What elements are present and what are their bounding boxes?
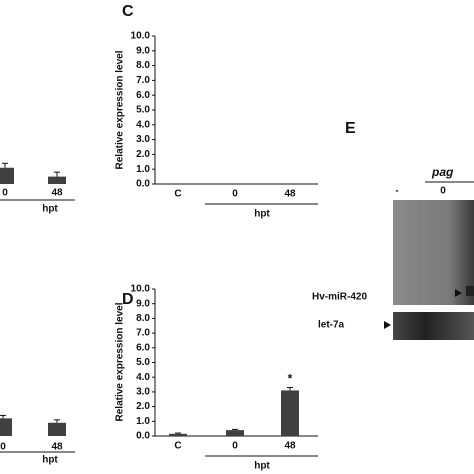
x-tick-label: C [174, 189, 181, 200]
lane-label: - [395, 186, 398, 197]
bar [226, 430, 244, 436]
x-tick-label: 48 [51, 188, 63, 199]
panel-letter: E [345, 120, 356, 137]
band-label: Hv-miR-420 [312, 292, 367, 303]
y-tick-label: 4.0 [136, 372, 150, 383]
y-tick-label: 3.0 [136, 134, 150, 145]
y-tick-label: 2.0 [136, 149, 150, 160]
blot-band [466, 286, 474, 296]
arrowhead [455, 289, 462, 297]
x-tick-label: 0 [232, 189, 238, 200]
y-tick-label: 0.0 [136, 179, 150, 190]
x-axis-label: hpt [42, 204, 58, 215]
lane-label: 0 [440, 186, 446, 197]
arrowhead [384, 321, 391, 329]
y-tick-label: 1.0 [136, 416, 150, 427]
x-tick-label: 0 [0, 442, 6, 453]
bar [281, 390, 299, 436]
y-tick-label: 7.0 [136, 75, 150, 86]
x-tick-label: 0 [2, 188, 8, 199]
y-tick-label: 1.0 [136, 164, 150, 175]
bar [169, 433, 187, 436]
bar [0, 167, 14, 184]
x-axis-label: hpt [254, 461, 270, 472]
x-axis-label: hpt [254, 209, 270, 220]
bar [48, 422, 66, 436]
y-tick-label: 6.0 [136, 342, 150, 353]
y-tick-label: 8.0 [136, 60, 150, 71]
y-tick-label: 0.0 [136, 431, 150, 442]
x-tick-label: C [174, 441, 181, 452]
y-tick-label: 8.0 [136, 313, 150, 324]
group-label: pag [431, 165, 454, 179]
x-tick-label: 0 [232, 441, 238, 452]
y-tick-label: 6.0 [136, 90, 150, 101]
y-tick-label: 7.0 [136, 328, 150, 339]
y-tick-label: 3.0 [136, 387, 150, 398]
y-tick-label: 5.0 [136, 105, 150, 116]
panel-letter: D [122, 291, 134, 308]
band-label: let-7a [318, 320, 345, 331]
bar [48, 176, 66, 184]
significance-mark: * [288, 372, 293, 386]
y-tick-label: 9.0 [136, 298, 150, 309]
y-axis-label: Relative expression level [115, 50, 126, 169]
y-tick-label: 10.0 [131, 31, 151, 42]
x-axis-label: hpt [42, 455, 58, 466]
x-tick-label: 48 [51, 442, 63, 453]
blot-image [393, 312, 474, 340]
y-tick-label: 10.0 [131, 284, 151, 295]
x-tick-label: 48 [284, 189, 296, 200]
panel-e: E pag - 0 Hv-miR-420 let-7a [312, 120, 474, 340]
bar [0, 418, 12, 436]
x-tick-label: 48 [284, 441, 296, 452]
y-tick-label: 4.0 [136, 119, 150, 130]
y-axis-label: Relative expression level [115, 302, 126, 421]
panel-letter: C [122, 3, 134, 20]
y-tick-label: 9.0 [136, 45, 150, 56]
y-tick-label: 5.0 [136, 357, 150, 368]
blot-image [393, 200, 474, 305]
y-tick-label: 2.0 [136, 401, 150, 412]
